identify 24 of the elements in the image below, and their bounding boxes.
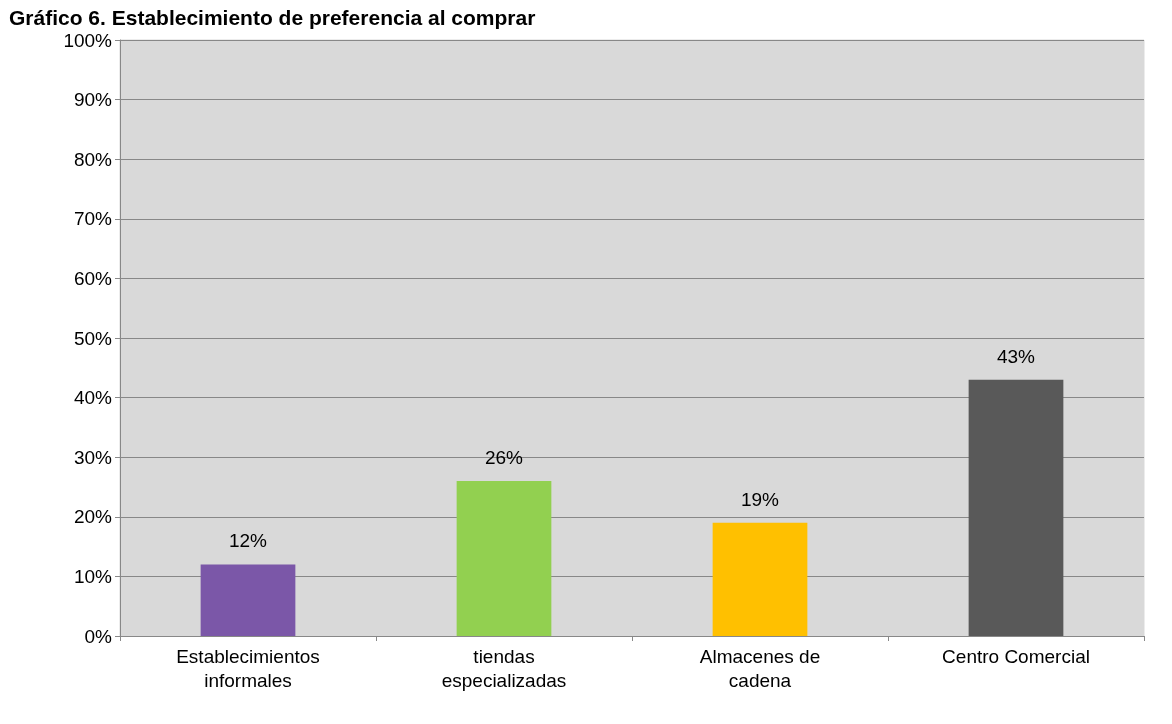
bar xyxy=(456,481,552,636)
x-tick-label: Centro Comercial xyxy=(942,645,1090,667)
bar xyxy=(712,522,808,636)
x-tick-label: Almacenes de cadena xyxy=(699,645,821,691)
y-tick-label: 60% xyxy=(73,267,113,289)
y-tick-label: 30% xyxy=(73,446,113,468)
data-label: 26% xyxy=(484,447,524,469)
y-tick-label: 0% xyxy=(84,625,113,647)
data-label: 43% xyxy=(996,345,1036,367)
x-tick-label: Establecimientos informales xyxy=(176,645,320,691)
y-tick-label: 70% xyxy=(73,208,113,230)
chart-title: Gráfico 6. Establecimiento de preferencia al comprar xyxy=(9,6,536,29)
y-tick-label: 100% xyxy=(63,29,113,51)
bar xyxy=(200,564,296,636)
data-label: 12% xyxy=(228,530,268,552)
y-tick-label: 20% xyxy=(73,506,113,528)
y-tick-label: 90% xyxy=(73,89,113,111)
bar xyxy=(968,379,1064,636)
data-label: 19% xyxy=(740,488,780,510)
y-tick-label: 10% xyxy=(73,565,113,587)
y-tick-label: 80% xyxy=(73,148,113,170)
y-tick-label: 50% xyxy=(73,327,113,349)
y-tick-label: 40% xyxy=(73,387,113,409)
x-tick-label: tiendas especializadas xyxy=(441,645,567,691)
